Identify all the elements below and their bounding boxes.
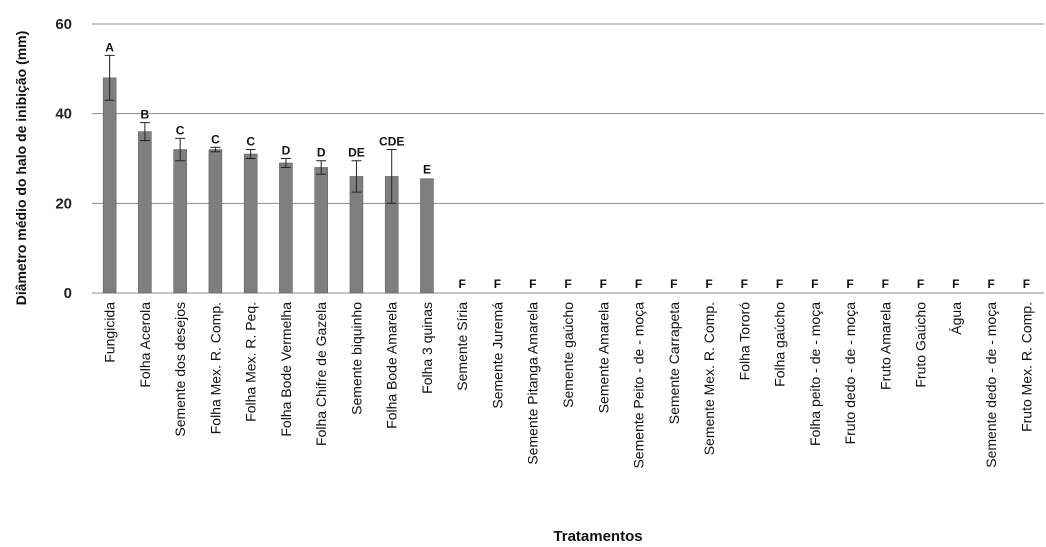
category-label: Folha Bode Amarela [384, 302, 400, 429]
category-label: Fruto Gaúcho [913, 302, 929, 388]
category-label: Folha Bode Vermelha [278, 302, 294, 437]
significance-letters: A B C C C D D DE CDE E F F F F F F F F F F F F F F F F F [105, 40, 1030, 291]
significance-letter: F [811, 277, 818, 291]
category-label: Folha Tororó [736, 302, 752, 381]
significance-letter: E [423, 163, 431, 177]
significance-letter: F [741, 277, 748, 291]
significance-letter: F [635, 277, 642, 291]
error-bars [104, 54, 397, 204]
significance-letter: DE [348, 146, 365, 160]
significance-letter: F [1023, 277, 1030, 291]
category-label: Fruto dedo - de - moça [842, 302, 858, 445]
bar [102, 77, 117, 294]
category-label: Folha Acerola [137, 302, 153, 388]
category-label: Fruto Mex. R. Comp. [1018, 302, 1034, 432]
significance-letter: D [282, 144, 291, 158]
significance-letter: F [705, 277, 712, 291]
bar [173, 149, 187, 294]
category-label: Semente gaúcho [560, 302, 576, 408]
gridlines [92, 23, 1044, 294]
x-axis-title: Tratamentos [553, 528, 642, 545]
significance-letter: F [529, 277, 536, 291]
y-axis-title: Diâmetro médio do halo de inibição (mm) [13, 31, 29, 306]
significance-letter: F [987, 277, 994, 291]
significance-letter: F [670, 277, 677, 291]
category-label: Semente biquinho [348, 302, 364, 415]
bar [349, 176, 364, 294]
significance-letter: F [917, 277, 924, 291]
significance-letter: F [882, 277, 889, 291]
significance-letter: F [459, 277, 466, 291]
category-label: Semente dedo - de - moça [983, 302, 999, 468]
bar [420, 178, 434, 294]
y-tick-label: 20 [55, 195, 72, 212]
significance-letter: C [246, 135, 255, 149]
category-label: Água [948, 302, 964, 335]
category-label: Semente Mex. R. Comp. [701, 302, 717, 455]
category-label: Folha 3 quinas [419, 302, 435, 394]
bar [138, 131, 152, 294]
significance-letter: F [952, 277, 959, 291]
category-label: Semente Peito - de - moça [631, 302, 647, 469]
bar [243, 153, 258, 294]
significance-letter: F [600, 277, 607, 291]
category-label: Folha gaúcho [772, 302, 788, 387]
y-tick-labels: 0 20 40 60 [55, 16, 72, 302]
category-label: Semente Síria [454, 302, 470, 391]
significance-letter: F [776, 277, 783, 291]
category-label: Semente Carrapeta [666, 302, 682, 424]
bar [279, 162, 293, 294]
significance-letter: C [176, 123, 185, 137]
category-label: Folha peito - de - moça [807, 302, 823, 446]
category-label: Folha Mex. R. Peq. [243, 302, 259, 422]
significance-letter: F [494, 277, 501, 291]
category-labels: Fungicida Folha Acerola Semente dos desejo… [102, 302, 1035, 469]
bar [208, 149, 223, 294]
significance-letter: C [211, 132, 220, 146]
y-tick-label: 40 [55, 106, 72, 123]
category-label: Semente Amarela [595, 302, 611, 413]
significance-letter: F [846, 277, 853, 291]
category-label: Fungicida [102, 302, 118, 363]
bar [314, 167, 328, 294]
category-label: Semente Juremá [489, 302, 505, 409]
bars [102, 77, 434, 294]
y-tick-label: 0 [64, 285, 72, 302]
significance-letter: CDE [379, 135, 404, 149]
category-label: Folha Mex. R. Comp. [207, 302, 223, 434]
y-tick-label: 60 [55, 16, 72, 33]
significance-letter: B [141, 108, 150, 122]
category-label: Semente dos desejos [172, 302, 188, 437]
category-label: Folha Chifre de Gazela [313, 302, 329, 446]
category-label: Semente Pitanga Amarela [525, 302, 541, 465]
significance-letter: A [105, 40, 114, 54]
significance-letter: F [564, 277, 571, 291]
significance-letter: D [317, 146, 326, 160]
category-label: Fruto Amarela [877, 302, 893, 390]
